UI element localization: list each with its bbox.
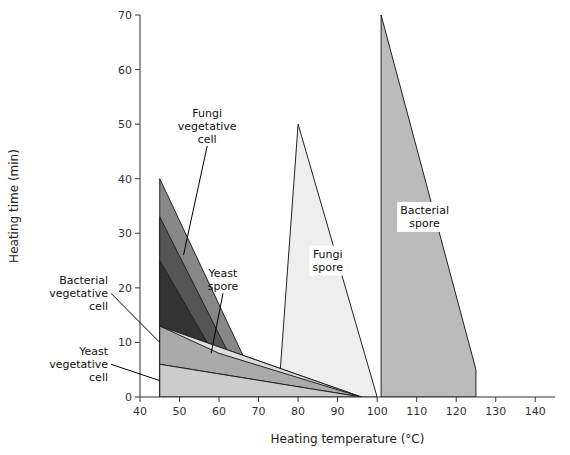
- y-tick: [135, 287, 140, 288]
- region: [381, 15, 476, 397]
- annotation-line-text: cell: [89, 371, 108, 384]
- annotation-line: [183, 146, 207, 255]
- annotation-line-text: spore: [312, 261, 343, 274]
- y-tick-label: 40: [118, 173, 132, 186]
- x-tick-label: 40: [133, 405, 147, 418]
- annotation-line-text: Bacterial: [400, 204, 449, 217]
- annotation-line-text: Yeast: [78, 345, 108, 358]
- annotation-line-text: Yeast: [208, 267, 238, 280]
- y-tick: [135, 69, 140, 70]
- annotation-line-text: vegetative: [49, 287, 108, 300]
- y-tick: [135, 397, 140, 398]
- x-tick-label: 90: [331, 405, 345, 418]
- y-axis-label: Heating time (min): [7, 149, 21, 263]
- y-tick-label: 70: [118, 9, 132, 22]
- y-tick-label: 50: [118, 118, 132, 131]
- y-tick-label: 30: [118, 227, 132, 240]
- x-tick: [298, 397, 299, 402]
- x-tick-label: 100: [367, 405, 388, 418]
- annotation-line-text: vegetative: [49, 358, 108, 371]
- annotation: Yeastspore: [208, 267, 239, 293]
- x-tick: [258, 397, 259, 402]
- annotation-line-text: cell: [89, 300, 108, 313]
- annotation: Bacterialspore: [400, 204, 449, 230]
- x-tick: [535, 397, 536, 402]
- y-tick: [135, 233, 140, 234]
- region: [160, 326, 362, 397]
- annotations: FungivegetativecellYeastsporeFungisporeB…: [49, 107, 452, 384]
- x-tick-label: 50: [173, 405, 187, 418]
- y-tick-label: 10: [118, 336, 132, 349]
- annotation-line-text: cell: [198, 133, 217, 146]
- annotation-line-text: spore: [208, 280, 239, 293]
- x-tick-label: 130: [485, 405, 506, 418]
- x-tick-label: 60: [212, 405, 226, 418]
- x-tick: [219, 397, 220, 402]
- annotation-box: [309, 246, 346, 276]
- y-tick-label: 20: [118, 282, 132, 295]
- x-axis-line: [140, 397, 555, 398]
- annotation-line: [111, 293, 160, 342]
- annotation-line-text: spore: [409, 217, 440, 230]
- y-tick: [135, 124, 140, 125]
- region: [278, 124, 377, 397]
- annotation-line: [111, 364, 160, 380]
- x-tick: [495, 397, 496, 402]
- x-tick-label: 140: [525, 405, 546, 418]
- annotation-line: [211, 293, 223, 353]
- x-tick-label: 70: [252, 405, 266, 418]
- x-axis-label: Heating temperature (°C): [271, 432, 425, 446]
- region: [160, 364, 362, 397]
- annotation-line-text: Bacterial: [59, 274, 108, 287]
- x-tick: [456, 397, 457, 402]
- annotation-line-text: Fungi: [192, 107, 222, 120]
- annotation-line-text: Fungi: [313, 248, 343, 261]
- y-tick: [135, 15, 140, 16]
- y-tick: [135, 178, 140, 179]
- region: [160, 326, 362, 397]
- x-tick: [377, 397, 378, 402]
- x-tick-label: 110: [406, 405, 427, 418]
- x-tick: [416, 397, 417, 402]
- x-tick-label: 80: [291, 405, 305, 418]
- annotation-line-text: vegetative: [178, 120, 237, 133]
- x-tick: [140, 397, 141, 402]
- y-tick: [135, 342, 140, 343]
- x-tick: [179, 397, 180, 402]
- y-axis-line: [140, 15, 141, 397]
- annotation-box: [397, 202, 452, 232]
- x-tick: [337, 397, 338, 402]
- y-tick-label: 0: [125, 391, 132, 404]
- annotation: Fungispore: [312, 248, 343, 274]
- y-tick-label: 60: [118, 64, 132, 77]
- x-tick-label: 120: [446, 405, 467, 418]
- regions: [160, 15, 476, 397]
- chart: 40 50 60 70 80 90 100 110 120 130 140 0 10 20 30 40 50 60…: [0, 0, 570, 455]
- annotation: Fungivegetativecell: [178, 107, 237, 146]
- annotation: Yeastvegetativecell: [49, 345, 108, 384]
- annotation: Bacterialvegetativecell: [49, 274, 108, 313]
